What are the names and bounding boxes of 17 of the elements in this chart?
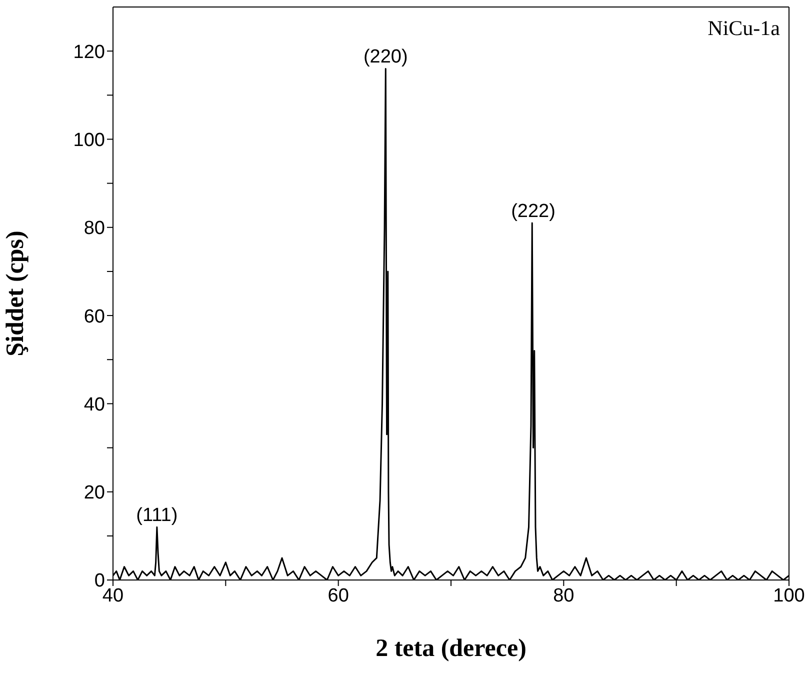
x-tick-label: 100 [773, 585, 805, 606]
annotation: NiCu-1a [708, 16, 780, 41]
y-tick-label: 0 [94, 570, 105, 592]
x-tick-label: 60 [328, 585, 349, 606]
annotation: (111) [136, 505, 178, 526]
x-axis-title: 2 teta (derece) [376, 635, 526, 662]
x-tick-label: 80 [553, 585, 574, 606]
y-tick-label: 60 [84, 306, 105, 328]
y-axis-title: Şiddet (cps) [2, 230, 29, 356]
y-tick-label: 40 [84, 394, 105, 416]
x-tick-label: 40 [102, 585, 124, 606]
annotation: (220) [363, 46, 408, 68]
y-tick-label: 100 [73, 130, 105, 151]
y-tick-label: 80 [84, 218, 105, 240]
annotation: (222) [511, 200, 556, 222]
y-tick-label: 120 [73, 42, 105, 63]
y-tick-label: 20 [84, 482, 105, 504]
